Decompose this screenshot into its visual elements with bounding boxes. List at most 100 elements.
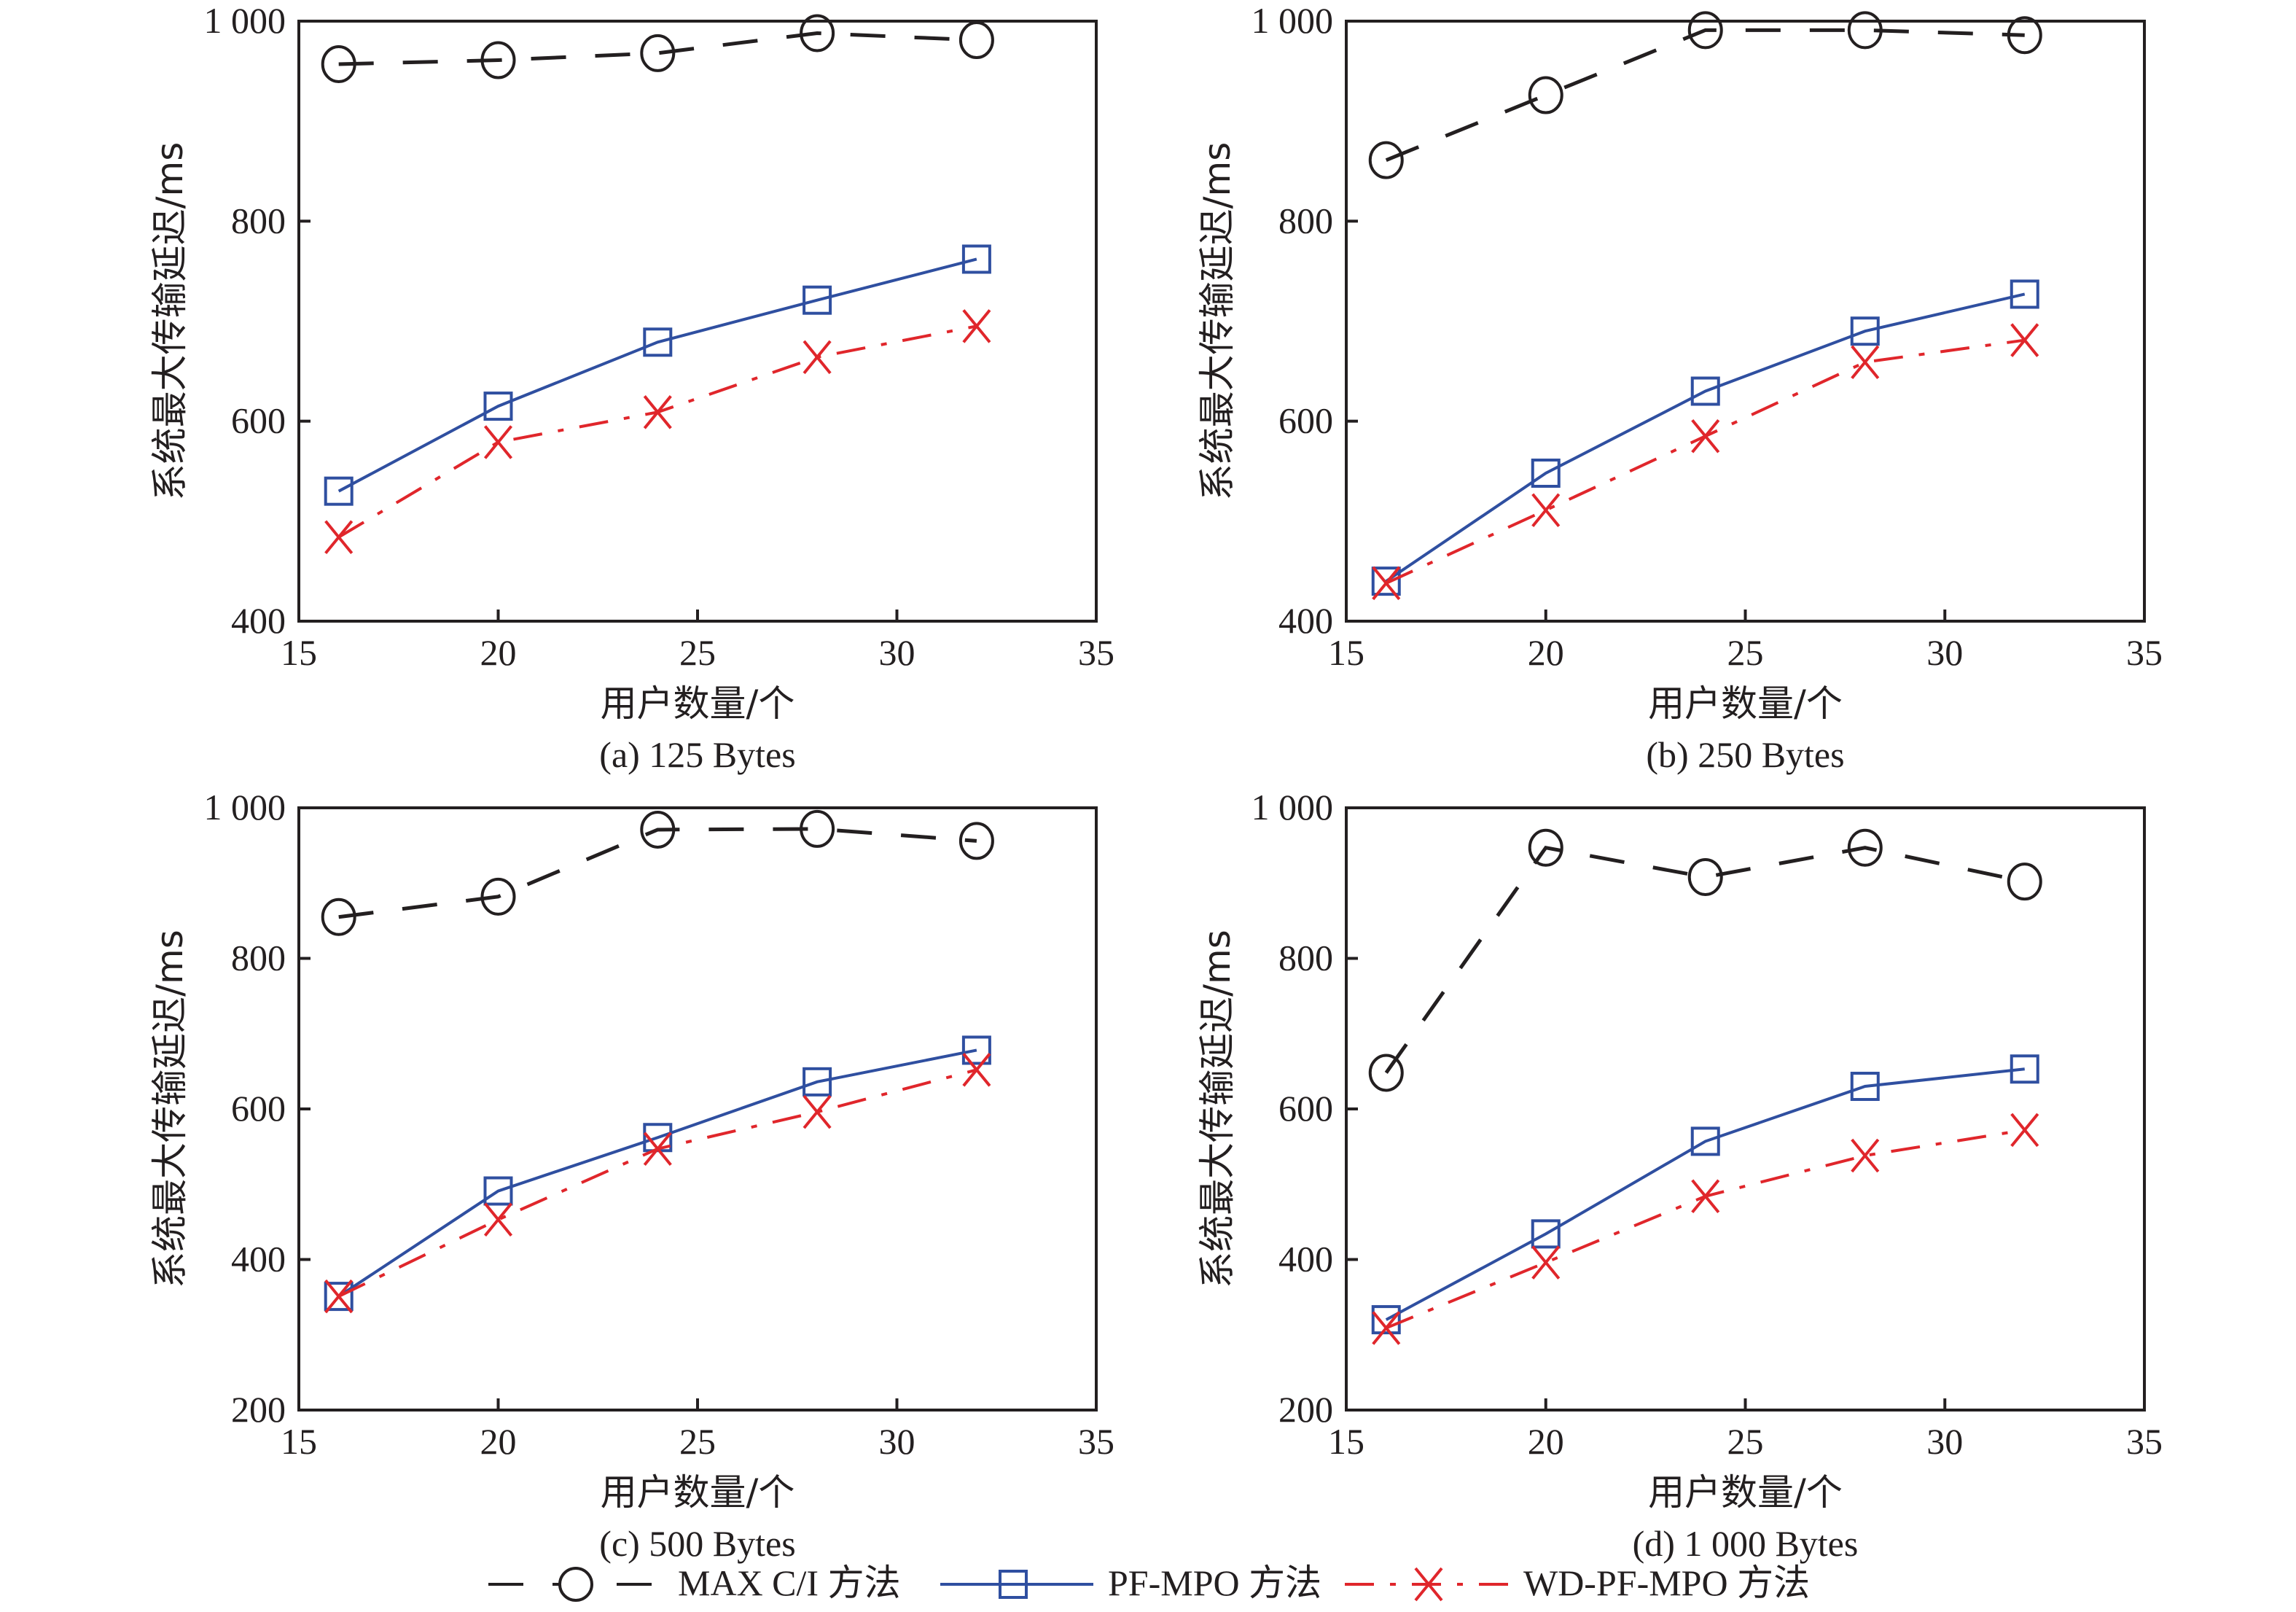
series-pf-mpo [1371,1054,2039,1335]
data-point-wd-pf-mpo [1851,1138,1880,1173]
data-point-wd-pf-mpo [962,309,991,343]
y-tick-label: 800 [1278,938,1333,978]
data-point-pf-mpo [803,285,832,315]
y-tick-label: 400 [1278,600,1333,641]
series-line-wd-pf-mpo [337,1068,977,1298]
legend-item-max-ci: MAX C/I 方法 [488,1562,901,1603]
data-point-wd-pf-mpo [803,1094,832,1129]
data-point-max-ci [2007,863,2042,901]
x-tick-label: 25 [1727,632,1764,673]
subplots: 15 20 25 30 35 400 600 800 1 000 用户数量/个 系统最大传输延迟/m… [149,0,2163,1564]
x-tick-label: 30 [1926,1421,1963,1462]
data-point-max-ci [958,21,994,60]
data-point-max-ci [1368,1054,1404,1092]
data-point-max-ci [321,44,356,83]
x-axis-title: 用户数量/个 [1648,1471,1843,1514]
data-point-wd-pf-mpo [1531,1245,1561,1280]
y-tick-label: 1 000 [1252,787,1334,828]
data-point-pf-mpo [1850,1072,1880,1102]
data-point-max-ci [1847,11,1883,50]
data-point-max-ci [480,41,516,79]
x-tick-label: 20 [1528,1421,1564,1462]
y-axis-title: 系统最大传输延迟/ms [1196,142,1238,501]
data-point-max-ci [321,897,356,936]
subplot-caption: (a) 125 Bytes [599,734,795,775]
data-point-pf-mpo [803,1067,832,1097]
series-wd-pf-mpo [324,1053,991,1314]
series-line-pf-mpo [337,257,977,493]
y-tick-label: 600 [1278,400,1333,441]
data-point-pf-mpo [1371,1305,1401,1335]
data-point-pf-mpo [2010,1054,2039,1084]
y-tick-label: 800 [1278,200,1333,241]
data-point-max-ci [1687,11,1723,50]
y-tick-label: 400 [231,600,286,641]
y-tick-label: 600 [231,1088,286,1129]
subplot-caption: (b) 250 Bytes [1646,734,1844,775]
data-point-pf-mpo [483,1176,513,1206]
series-line-max-ci [1384,845,2026,1074]
y-tick-label: 600 [231,400,286,441]
series-max-ci [1368,11,2042,179]
x-tick-label: 15 [1328,1421,1364,1462]
y-tick-label: 1 000 [204,787,286,828]
series-wd-pf-mpo [324,309,991,555]
x-axis-title: 用户数量/个 [601,682,795,725]
data-point-pf-mpo [1531,1219,1561,1249]
data-point-max-ci [640,810,676,849]
data-point-wd-pf-mpo [643,395,672,429]
y-tick-label: 400 [231,1239,286,1280]
x-tick-label: 20 [1528,632,1564,673]
y-tick-label: 1 000 [1252,0,1334,41]
data-point-wd-pf-mpo [1691,418,1720,453]
series-line-wd-pf-mpo [1385,1128,2026,1330]
series-line-max-ci [1385,28,2025,162]
y-tick-label: 800 [231,938,286,978]
series-line-pf-mpo [337,1048,977,1298]
series-line-pf-mpo [1385,1067,2025,1321]
data-point-max-ci [800,809,835,848]
data-point-max-ci [2007,16,2042,55]
data-point-pf-mpo [1690,1126,1720,1156]
series-pf-mpo [324,244,991,506]
x-axis-title: 用户数量/个 [601,1471,795,1514]
data-point-max-ci [480,877,516,916]
data-point-pf-mpo [1850,316,1880,346]
data-point-pf-mpo [961,244,991,274]
x-tick-label: 30 [879,632,915,673]
data-point-pf-mpo [961,1035,991,1065]
series-pf-mpo [1371,279,2039,596]
data-point-wd-pf-mpo [1531,493,1561,528]
data-point-pf-mpo [1371,566,1401,596]
data-point-pf-mpo [1531,458,1561,488]
circle-icon [558,1567,593,1602]
x-tick-label: 20 [480,632,517,673]
subplot-caption: (c) 500 Bytes [599,1523,795,1564]
data-point-max-ci [958,822,994,860]
x-tick-label: 20 [480,1421,517,1462]
x-tick-label: 25 [679,1421,716,1462]
plot-frame [1345,20,2146,623]
series-max-ci [321,14,994,83]
y-axis-title: 系统最大传输延迟/ms [149,142,191,501]
series-line-pf-mpo [1385,292,2026,583]
x-tick-label: 25 [1727,1421,1764,1462]
x-tick-label: 35 [2126,632,2163,673]
data-point-max-ci [1528,76,1563,114]
series-line-max-ci [338,827,977,919]
y-tick-label: 200 [231,1389,286,1430]
subplot-c: 15 20 25 30 35 200 400 600 800 1 000 用户数量/个 系统最大传输延… [149,787,1114,1564]
plot-frame [297,806,1098,1412]
square-icon [999,1570,1028,1599]
x-tick-label: 35 [1078,632,1114,673]
series-line-max-ci [338,31,977,66]
data-point-wd-pf-mpo [2010,1113,2039,1148]
legend-label-max-ci: MAX C/I 方法 [678,1562,901,1603]
x-tick-label: 25 [679,632,716,673]
data-point-wd-pf-mpo [1691,1179,1720,1214]
y-tick-label: 600 [1278,1088,1333,1129]
data-point-max-ci [640,34,676,72]
y-tick-label: 800 [231,200,286,241]
x-tick-label: 35 [1078,1421,1114,1462]
